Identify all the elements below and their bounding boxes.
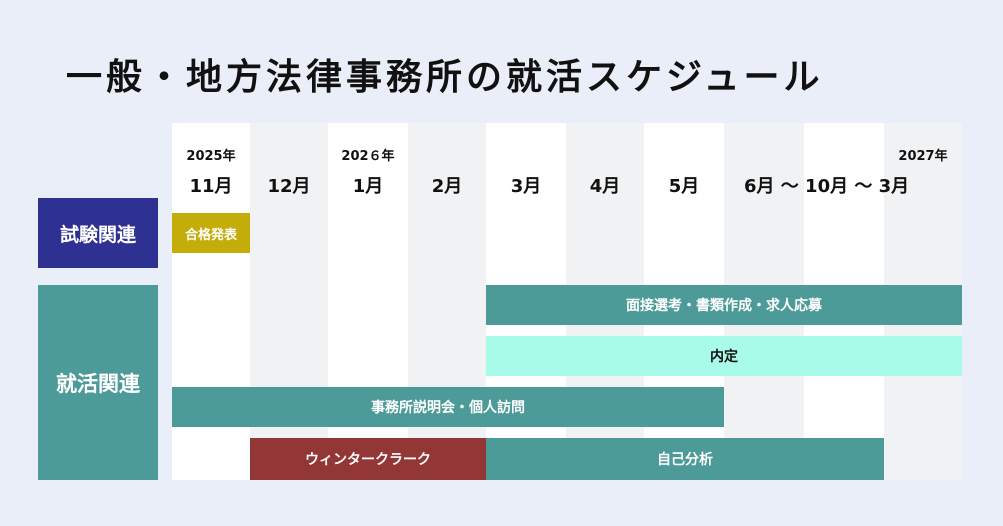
month-label-4: 4月: [589, 176, 621, 197]
month-label-11: 11月: [189, 176, 233, 197]
category-exam: 試験関連: [38, 198, 158, 268]
month-label-6-10-3: 6月 〜 10月 〜 3月: [744, 176, 910, 197]
month-label-1: 1月: [352, 176, 384, 197]
bar-mensetsu-senko: 面接選考・書類作成・求人応募: [486, 285, 962, 325]
category-job: 就活関連: [38, 285, 158, 480]
bar-winter-clerk: ウィンタークラーク: [250, 438, 486, 480]
month-label-2: 2月: [431, 176, 463, 197]
page-title: 一般・地方法律事務所の就活スケジュール: [66, 57, 824, 98]
year-label-2025: 2025年: [186, 149, 236, 164]
bar-setsumeikai: 事務所説明会・個人訪問: [172, 387, 724, 427]
month-label-12: 12月: [267, 176, 311, 197]
month-label-5: 5月: [668, 176, 700, 197]
bar-gokaku-happyo: 合格発表: [172, 213, 250, 253]
year-label-2027: 2027年: [898, 149, 948, 164]
bar-jiko-bunseki: 自己分析: [486, 438, 884, 480]
bar-naitei: 内定: [486, 336, 962, 376]
year-label-2026: 202６年: [341, 149, 395, 164]
month-label-3: 3月: [510, 176, 542, 197]
